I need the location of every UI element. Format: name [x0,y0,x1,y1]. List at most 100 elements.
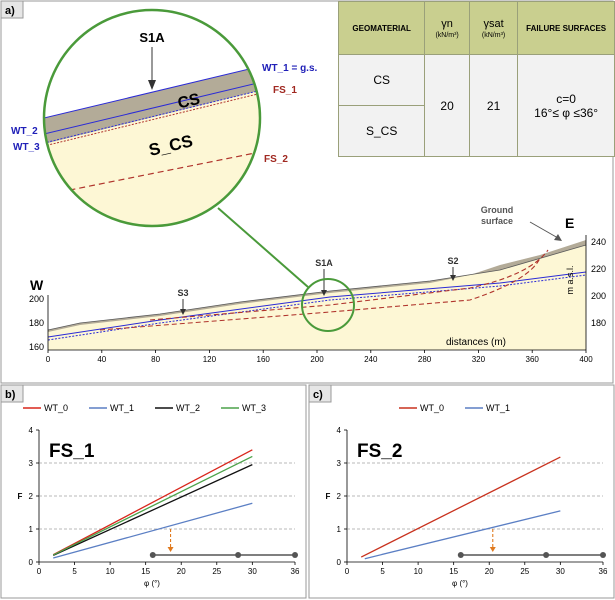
distance-axis-title: distances (m) [446,337,506,348]
zoom-wt2 [44,79,260,136]
panel-b-frame [0,384,307,599]
zoom-wt2-label: WT_2 [11,126,38,137]
panel-b-label: b) [5,389,16,401]
legend-label: WT_0 [44,403,68,413]
borehole-s3-label: S3 [177,288,188,298]
y-tick-label: 0 [29,558,34,567]
y-tick-label: 1 [337,525,342,534]
east-label: E [565,215,574,231]
y-tick-label: 1 [29,525,34,534]
series-line-WT_0 [52,449,253,556]
right-tick-labels: 180 200 220 240 [591,237,606,328]
x-tick-label: 15 [141,567,150,576]
phi-range-node [149,552,156,558]
right-tick: 240 [591,237,606,247]
left-tick: 180 [29,318,44,328]
legend-label: WT_1 [486,403,510,413]
panel-c-frame [308,384,615,599]
panel-a-tag [0,0,24,19]
gamma-sat-symbol: γsat [483,17,504,30]
series-line-WT_2 [52,464,253,556]
panel-c-tag [308,384,332,403]
failure-criteria: c=0 16°≤ φ ≤36° [517,54,615,157]
water-table-1 [47,271,587,338]
x-tick-label: 25 [520,567,529,576]
chart-title: FS_1 [49,441,95,462]
row-cs: CS [337,54,426,106]
zoom-locator-circle [301,278,355,332]
distance-tick-label: 160 [257,355,271,364]
arrow-head-icon [489,547,496,552]
distance-tick-label: 200 [310,355,324,364]
failure-surface-2 [99,257,541,331]
legend-label: WT_3 [242,403,266,413]
zoom-wt1 [44,63,260,120]
y-axis-title: F [18,492,23,501]
x-tick-label: 30 [556,567,565,576]
x-tick-label: 5 [72,567,77,576]
x-tick-label: 15 [449,567,458,576]
zoom-borehole-label: S1A [139,30,165,45]
y-tick-label: 0 [337,558,342,567]
x-tick-label: 36 [599,567,608,576]
legend-label: WT_1 [110,403,134,413]
failure-cohesion: c=0 [556,91,576,106]
distance-tick-label: 120 [203,355,217,364]
x-tick-label: 10 [414,567,423,576]
distance-tick-label: 40 [97,355,106,364]
header-failure-surfaces: FAILURE SURFACES [517,1,615,55]
elevation-axis-title: m a.s.l. [565,265,575,294]
distance-tick-label: 320 [472,355,486,364]
series-line-WT_1 [53,502,253,559]
borehole-s2-label: S2 [447,256,458,266]
zoom-detail: S1A CS S_CS WT_1 = g.s. FS_1 WT_2 WT_3 F… [11,8,318,228]
x-axis-title: φ (°) [144,579,160,588]
water-table-3 [47,274,587,341]
chart-title: FS_2 [357,441,402,462]
left-tick-labels: 160 180 200 [29,294,44,352]
gamma-n-value: 20 [424,54,470,157]
x-tick-label: 30 [248,567,257,576]
fs2-chart: WT_0 WT_1 0 1 2 3 4 0 5 10 15 20 25 30 36 φ (°) F FS_2 [326,403,608,588]
ground-surface-pointer [529,221,559,239]
y-tick-label: 4 [29,426,34,435]
y-tick-label: 2 [337,492,342,501]
gamma-sat-unit: (kN/m³) [481,31,506,39]
gamma-sat-value: 21 [468,54,519,157]
gamma-n-unit: (kN/m³) [435,31,459,39]
ground-surface-line [47,244,587,331]
phi-range-node [543,552,550,558]
legend-label: WT_2 [176,403,200,413]
distance-tick-label: 80 [151,355,160,364]
arrow-head-icon [450,275,456,281]
zoom-fs2-label: FS_2 [264,154,288,165]
x-tick-label: 20 [485,567,494,576]
fs1-chart: WT_0 WT_1 WT_2 WT_3 0 1 2 3 4 0 5 10 15 20 25 30 36 φ (°)… [18,403,300,588]
header-geomaterial: GEOMATERIAL [337,1,426,55]
arrow-head-icon [180,309,186,315]
x-tick-label: 0 [345,567,350,576]
chart-title-box [45,435,109,461]
y-tick-label: 4 [337,426,342,435]
right-tick: 200 [591,291,606,301]
failure-surface-1 [149,249,549,321]
zoom-cs-label: CS [176,91,202,113]
panel-b: b) WT_0 WT_1 WT_2 WT_3 0 1 2 3 4 0 5 10 15 20 25 30 36 φ … [0,384,307,599]
cross-section: 0 40 80 120 160 200 240 280 320 360 400 160 180 20… [29,205,606,364]
legend-label: WT_0 [420,403,444,413]
x-tick-label: 10 [106,567,115,576]
failure-phi-range: 16°≤ φ ≤36° [534,105,599,120]
distance-tick-label: 280 [418,355,432,364]
left-tick: 200 [29,294,44,304]
panel-c-label: c) [313,389,323,401]
y-tick-label: 2 [29,492,34,501]
x-tick-label: 36 [291,567,300,576]
series-line-WT_1 [364,510,561,560]
geomaterial-table: GEOMATERIAL γn (kN/m³) γsat (kN/m³) FAIL… [337,1,615,157]
series-line-WT_0 [360,456,561,558]
header-gamma-n: γn (kN/m³) [424,1,470,55]
phi-range-node [292,552,298,558]
arrow-head-icon [321,290,327,296]
zoom-circle [42,8,262,228]
y-tick-label: 3 [337,459,342,468]
